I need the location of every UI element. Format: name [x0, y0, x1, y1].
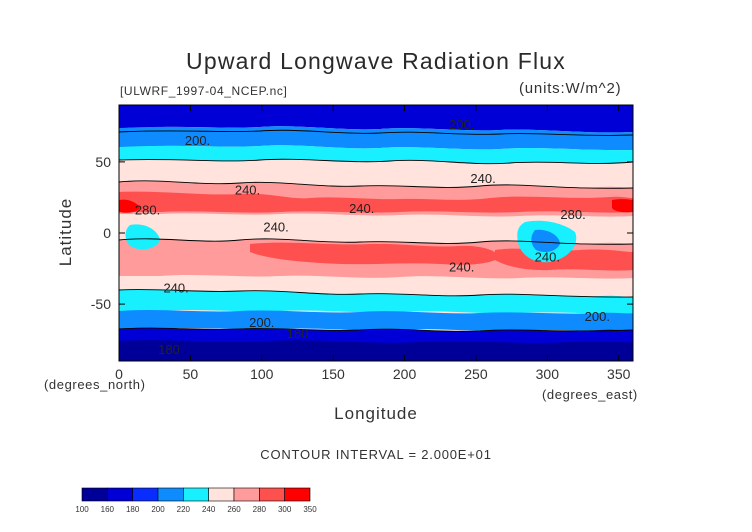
cool-patch-west: [125, 224, 160, 250]
contour-line: [119, 238, 633, 245]
chart-title: Upward Longwave Radiation Flux: [186, 48, 566, 74]
contour-label: 280.: [560, 207, 585, 222]
colorbar-label: 220: [177, 505, 191, 514]
colorbar-swatch: [81, 487, 108, 502]
contour-label: 240.: [263, 220, 288, 235]
contour-label: 200.: [585, 309, 610, 324]
source-file-label: [ULWRF_1997-04_NCEP.nc]: [120, 84, 288, 98]
band-220-north: [119, 145, 633, 164]
contour-labels: 200. 200. 240. 240. 240. 280. 280. 240. 240. 240.…: [135, 117, 610, 357]
colorbar-label: 260: [227, 505, 241, 514]
contour-label: 240.: [163, 281, 188, 296]
colorbar-label: 200: [151, 505, 165, 514]
band-160-south: [119, 340, 633, 361]
contour-label: 240.: [535, 249, 560, 264]
contour-line: [119, 327, 633, 332]
colorbar-swatch: [259, 487, 285, 502]
x-tick-label: 200: [393, 366, 417, 382]
colorbar-swatch: [233, 487, 260, 502]
x-tick-label: 300: [536, 366, 560, 382]
colorbar-swatch: [284, 487, 311, 502]
max-west: [119, 199, 140, 213]
x-axis-label: Longitude: [334, 404, 418, 423]
colorbar: 100 160 180 200 220 240 260 280 300 350: [75, 487, 317, 514]
contour-label: 280.: [135, 203, 160, 218]
colorbar-swatch: [132, 487, 159, 502]
colorbar-swatch: [107, 487, 133, 502]
contour-label: 240.: [235, 183, 260, 198]
band-200-south: [119, 310, 633, 332]
y-ticks: 50 0 -50: [91, 154, 633, 312]
band-200-north: [119, 126, 633, 151]
x-tick-label: 50: [183, 366, 199, 382]
contour-label: 240.: [349, 201, 374, 216]
x-tick-label: 250: [464, 366, 488, 382]
contour-line: [119, 129, 633, 136]
band-160-north: [119, 105, 633, 133]
units-label: (units:W/m^2): [519, 80, 622, 97]
contour-label: 240.: [449, 259, 474, 274]
band-280-south-a: [250, 242, 500, 265]
colorbar-label: 350: [303, 505, 317, 514]
colorbar-swatch: [183, 487, 209, 502]
x-units-note: (degrees_north): [44, 377, 146, 392]
y-tick-label: 0: [103, 225, 111, 241]
colorbar-label: 300: [278, 505, 292, 514]
y-tick-label: -50: [91, 296, 111, 312]
y-units-note: (degrees_east): [542, 387, 638, 402]
x-tick-label: 350: [607, 366, 631, 382]
colorbar-label: 280: [253, 505, 267, 514]
colorbar-swatch: [157, 487, 184, 502]
contour-line: [119, 180, 633, 189]
contour-line: [119, 158, 633, 165]
colorbar-label: 180: [126, 505, 140, 514]
contour-label: 200.: [249, 315, 274, 330]
colorbar-swatch: [208, 487, 235, 502]
x-tick-label: 0: [115, 366, 123, 382]
contour-label: 180: [287, 326, 309, 341]
y-tick-label: 50: [95, 154, 111, 170]
colorbar-label: 160: [101, 505, 115, 514]
band-220-south: [119, 289, 633, 314]
contour-lines: [119, 129, 633, 332]
colorbar-label: 100: [75, 505, 89, 514]
cool-core-east: [531, 229, 560, 252]
max-east: [612, 199, 633, 213]
contour-label: 240.: [470, 171, 495, 186]
colorbar-label: 240: [202, 505, 216, 514]
x-ticks: 0 50 100 150 200 250 300 350: [115, 105, 631, 382]
contour-line: [119, 289, 633, 298]
contour-label: 200.: [449, 117, 474, 132]
x-tick-label: 150: [321, 366, 345, 382]
x-tick-label: 100: [250, 366, 274, 382]
contour-interval-text: CONTOUR INTERVAL = 2.000E+01: [260, 447, 492, 462]
contour-label: 180: [158, 342, 180, 357]
contour-fill-layer: [119, 105, 633, 361]
band-280-north: [119, 191, 633, 213]
contour-label: 200.: [185, 133, 210, 148]
